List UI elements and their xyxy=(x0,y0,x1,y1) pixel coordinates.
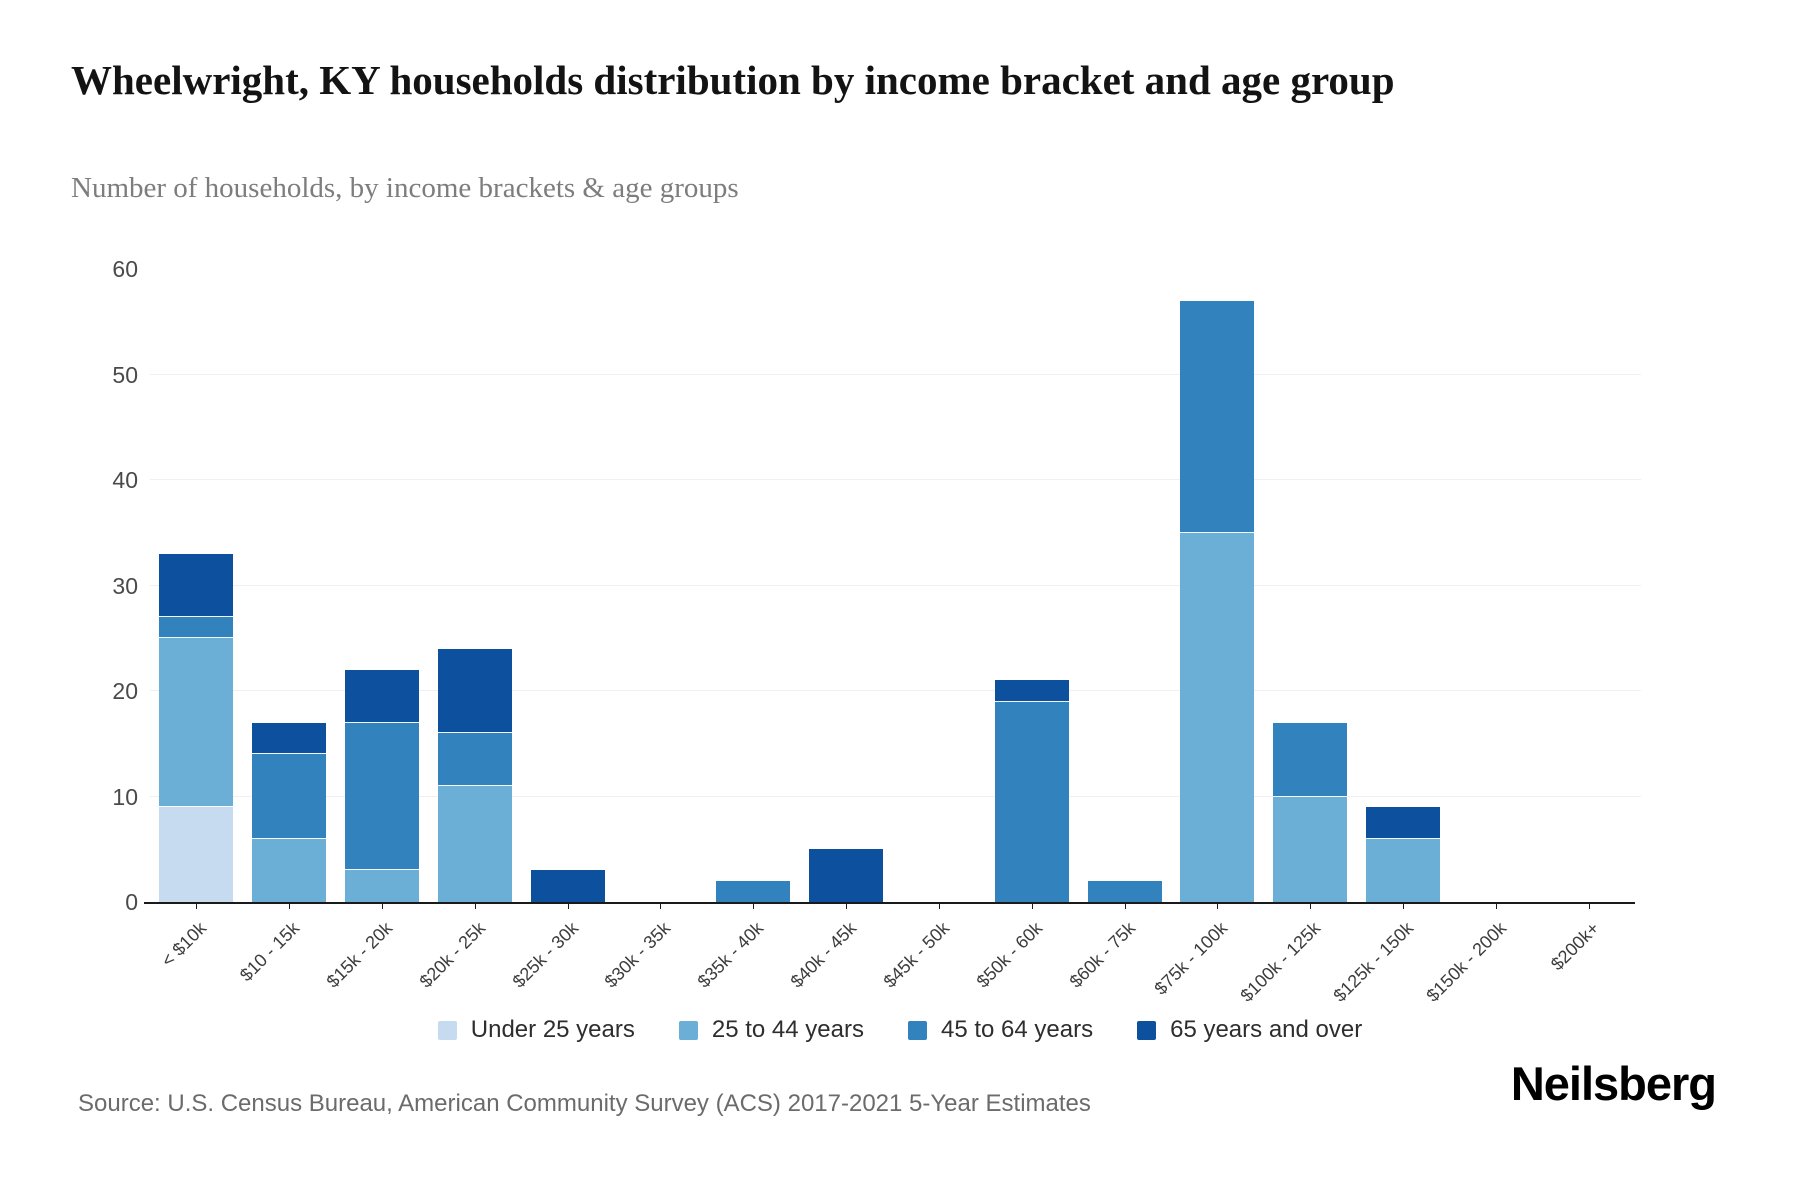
legend-item[interactable]: 25 to 44 years xyxy=(678,1016,864,1044)
legend-swatch-icon xyxy=(678,1020,698,1040)
bar-segment[interactable] xyxy=(716,880,791,902)
x-axis-tick xyxy=(1217,902,1219,909)
bar-segment[interactable] xyxy=(809,849,884,902)
x-axis-label: $60k - 75k xyxy=(1065,918,1139,992)
plot-area: 0 10 20 30 40 50 60 xyxy=(112,256,1641,915)
legend-swatch-icon xyxy=(437,1020,457,1040)
bar-segment[interactable] xyxy=(159,617,234,639)
y-axis-tick-label: 10 xyxy=(112,783,138,810)
bar-125k-150k[interactable] xyxy=(1365,807,1440,902)
neilsberg-logo: Neilsberg xyxy=(1510,1057,1717,1110)
x-axis-label: $100k - 125k xyxy=(1236,918,1325,1006)
y-axis-tick-label: 0 xyxy=(125,889,138,915)
bar-60k-75k[interactable] xyxy=(1087,880,1162,902)
x-axis-tick xyxy=(938,902,940,909)
y-axis-tick-label: 50 xyxy=(112,361,138,388)
x-axis-tick xyxy=(1402,902,1404,909)
bar-segment[interactable] xyxy=(159,638,234,808)
legend-label: 45 to 64 years xyxy=(940,1016,1094,1043)
bar-segment[interactable] xyxy=(994,701,1069,902)
x-axis-label: $35k - 40k xyxy=(693,918,768,992)
bar-segment[interactable] xyxy=(437,733,512,786)
bar-segment[interactable] xyxy=(345,870,420,902)
bar-segment[interactable] xyxy=(252,722,327,755)
gridline xyxy=(150,479,1641,480)
x-axis-tick xyxy=(382,902,384,909)
gridline xyxy=(150,690,1641,691)
x-axis-label: $10 - 15k xyxy=(236,918,304,986)
x-axis-label: $20k - 25k xyxy=(415,918,489,992)
x-axis-line xyxy=(144,902,1635,904)
chart-title: Wheelwright, KY households distribution … xyxy=(71,57,1395,103)
bar-segment[interactable] xyxy=(1365,807,1440,839)
legend-item[interactable]: Under 25 years xyxy=(437,1016,635,1044)
bar-10-15k[interactable] xyxy=(252,722,327,902)
bar-segment[interactable] xyxy=(437,648,512,734)
legend-item[interactable]: 65 years and over xyxy=(1137,1016,1362,1044)
legend-swatch-icon xyxy=(1137,1020,1157,1040)
y-axis-tick-label: 40 xyxy=(112,467,138,493)
source-note: Source: U.S. Census Bureau, American Com… xyxy=(78,1090,1091,1117)
x-axis-label: < $10k xyxy=(157,918,211,971)
bar-35k-40k[interactable] xyxy=(716,880,791,902)
y-axis-tick-label: 30 xyxy=(112,572,138,599)
bar-segment[interactable] xyxy=(159,807,234,902)
bar-20k-25k[interactable] xyxy=(437,648,512,902)
bar-segment[interactable] xyxy=(1180,300,1255,533)
x-axis-tick xyxy=(1588,902,1590,909)
x-axis-label: $45k - 50k xyxy=(879,918,954,992)
bar-segment[interactable] xyxy=(994,680,1069,702)
bar-segment[interactable] xyxy=(1087,880,1162,902)
x-axis-tick xyxy=(196,902,198,909)
bar-25k-30k[interactable] xyxy=(530,870,605,902)
x-axis-label: $30k - 35k xyxy=(601,918,675,992)
x-axis-tick xyxy=(1310,902,1312,909)
legend-label: Under 25 years xyxy=(470,1016,635,1043)
x-axis-tick xyxy=(567,902,569,909)
chart-legend: Under 25 years 25 to 44 years 45 to 64 yea… xyxy=(0,1016,1800,1044)
legend-label: 65 years and over xyxy=(1170,1016,1363,1043)
chart-subtitle: Number of households, by income brackets… xyxy=(71,172,739,204)
x-axis-label: $150k - 200k xyxy=(1422,918,1510,1006)
x-axis-tick xyxy=(474,902,476,909)
x-axis-tick xyxy=(1031,902,1033,909)
x-axis-label: $15k - 20k xyxy=(322,918,397,992)
x-axis-label: $50k - 60k xyxy=(972,918,1046,992)
bar-50k-60k[interactable] xyxy=(994,680,1069,902)
bar-segment[interactable] xyxy=(437,785,512,902)
x-axis-tick xyxy=(660,902,662,909)
x-axis-tick xyxy=(289,902,291,909)
gridline xyxy=(150,795,1641,797)
bar-segment[interactable] xyxy=(530,870,605,902)
x-axis-label: $25k - 30k xyxy=(508,918,582,992)
x-axis-label: $40k - 45k xyxy=(786,918,861,992)
bar-15k-20k[interactable] xyxy=(345,669,420,902)
bar-segment[interactable] xyxy=(345,669,420,723)
bar-segment[interactable] xyxy=(159,553,234,618)
bar-segment[interactable] xyxy=(1273,722,1348,797)
y-axis-tick-label: 60 xyxy=(112,256,138,282)
bar-segment[interactable] xyxy=(1180,532,1255,902)
x-axis-tick xyxy=(1124,902,1126,909)
legend-label: 25 to 44 years xyxy=(711,1016,864,1043)
bar-segment[interactable] xyxy=(1365,838,1440,902)
x-axis-tick xyxy=(846,902,848,909)
x-axis-label: $75k - 100k xyxy=(1150,918,1232,999)
bar-segment[interactable] xyxy=(345,722,420,871)
gridline xyxy=(150,584,1641,586)
y-axis-tick-label: 20 xyxy=(112,678,138,704)
bar-segment[interactable] xyxy=(1273,796,1348,902)
gridline xyxy=(150,373,1641,375)
bar-100k-125k[interactable] xyxy=(1273,722,1348,902)
bar-10k[interactable] xyxy=(159,553,234,902)
bar-segment[interactable] xyxy=(252,838,327,902)
x-axis-label: $125k - 150k xyxy=(1329,918,1418,1006)
legend-swatch-icon xyxy=(907,1020,927,1040)
x-axis-tick xyxy=(1495,902,1497,909)
legend-item[interactable]: 45 to 64 years xyxy=(907,1016,1094,1044)
bar-segment[interactable] xyxy=(252,754,327,839)
bar-75k-100k[interactable] xyxy=(1180,300,1255,902)
bar-40k-45k[interactable] xyxy=(809,849,884,902)
x-axis-tick xyxy=(753,902,755,909)
